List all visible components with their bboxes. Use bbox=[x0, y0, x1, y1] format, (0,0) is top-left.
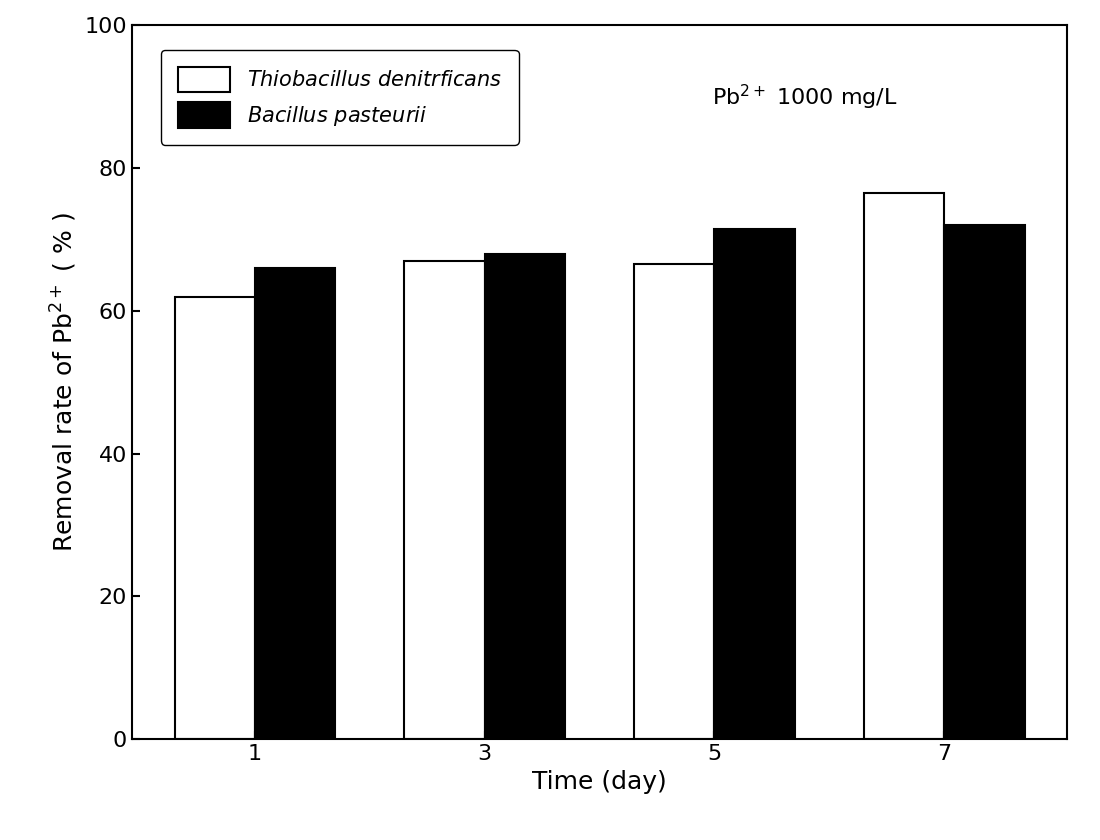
Bar bbox=[944, 225, 1024, 739]
Legend: $\it{Thiobacillus\ denitrficans}$, $\it{Bacillus\ pasteurii}$: $\it{Thiobacillus\ denitrficans}$, $\it{… bbox=[161, 50, 518, 144]
Bar bbox=[404, 260, 485, 739]
Bar bbox=[175, 297, 255, 739]
Bar bbox=[485, 254, 565, 739]
Bar bbox=[255, 268, 336, 739]
Y-axis label: Removal rate of Pb$^{2+}$ ( % ): Removal rate of Pb$^{2+}$ ( % ) bbox=[48, 213, 79, 552]
Bar bbox=[864, 193, 944, 739]
X-axis label: Time (day): Time (day) bbox=[532, 769, 667, 794]
Bar bbox=[634, 265, 714, 739]
Text: Pb$^{2+}$ 1000 mg/L: Pb$^{2+}$ 1000 mg/L bbox=[712, 82, 898, 112]
Bar bbox=[714, 228, 795, 739]
